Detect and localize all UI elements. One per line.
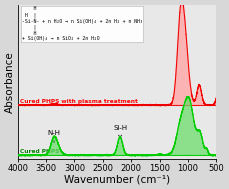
Text: H
 H  |
-Si-N- + n H₂O → n Si(OH)₄ + 2n H₂ + n NH₃
    |
    H
+ Si(OH)₄ → n SiO: H H | -Si-N- + n H₂O → n Si(OH)₄ + 2n H₂… xyxy=(22,6,142,41)
Text: N-H: N-H xyxy=(47,130,60,143)
Text: Si-H: Si-H xyxy=(113,125,127,138)
Text: Cured PHPS: Cured PHPS xyxy=(20,149,60,154)
Text: Cured PHPS with plasma treatment: Cured PHPS with plasma treatment xyxy=(20,99,138,104)
X-axis label: Wavenumber (cm⁻¹): Wavenumber (cm⁻¹) xyxy=(64,174,170,184)
Y-axis label: Absorbance: Absorbance xyxy=(5,51,15,113)
